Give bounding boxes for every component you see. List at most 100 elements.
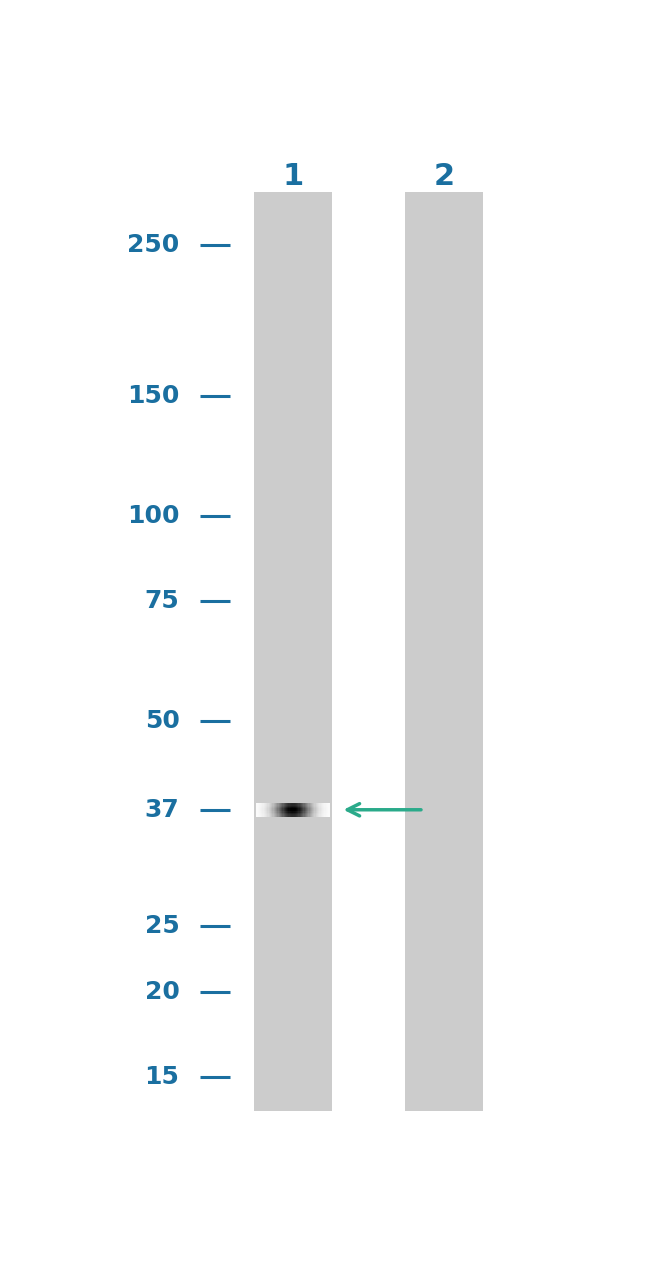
Bar [304, 809, 305, 810]
Bar [316, 804, 317, 806]
Bar [293, 810, 295, 812]
Bar [275, 815, 277, 817]
Bar [313, 813, 315, 814]
Bar [302, 805, 304, 808]
Bar [265, 815, 266, 817]
Bar [305, 806, 306, 809]
Bar [292, 812, 294, 813]
Bar [263, 814, 265, 815]
Bar [285, 806, 287, 809]
Bar [316, 815, 317, 817]
Bar [312, 805, 314, 808]
Bar [264, 812, 265, 813]
Bar [271, 813, 273, 814]
Bar [264, 815, 265, 817]
Bar [291, 805, 292, 808]
Bar [298, 805, 300, 808]
Bar [289, 809, 291, 810]
Bar [257, 803, 259, 805]
Bar [294, 812, 296, 813]
Bar [280, 814, 281, 815]
Text: 150: 150 [127, 385, 179, 408]
Bar [306, 804, 307, 806]
Bar [286, 812, 288, 813]
Bar [275, 813, 277, 814]
Bar [322, 805, 324, 808]
Text: 2: 2 [434, 163, 454, 192]
Bar [289, 810, 291, 812]
Bar [296, 812, 298, 813]
Bar [287, 806, 289, 809]
Bar [296, 810, 298, 812]
Bar [302, 806, 304, 809]
Bar [327, 814, 329, 815]
Bar [272, 814, 274, 815]
Bar [316, 814, 317, 815]
Bar [268, 806, 270, 809]
Bar [285, 813, 287, 814]
Bar [323, 812, 325, 813]
Bar [267, 812, 269, 813]
Bar [294, 810, 296, 812]
Bar [296, 813, 298, 814]
Bar [301, 814, 303, 815]
Bar [285, 804, 287, 806]
Bar [328, 805, 330, 808]
Bar [281, 809, 283, 810]
Bar [322, 812, 324, 813]
Bar [317, 813, 318, 814]
Bar [309, 803, 311, 805]
Bar [280, 813, 281, 814]
Bar [270, 814, 272, 815]
Bar [279, 815, 280, 817]
Bar [281, 804, 283, 806]
Bar [316, 805, 317, 808]
Bar [285, 805, 287, 808]
Bar [280, 804, 281, 806]
Bar [291, 813, 292, 814]
Bar [282, 813, 284, 814]
Bar [311, 809, 313, 810]
Bar [318, 813, 320, 814]
Bar [265, 806, 266, 809]
Bar [326, 810, 328, 812]
Bar [309, 815, 311, 817]
Bar [289, 803, 291, 805]
Bar [261, 809, 263, 810]
Bar [304, 815, 305, 817]
Bar [271, 810, 273, 812]
Bar [274, 809, 276, 810]
Bar [265, 804, 266, 806]
Bar [326, 809, 328, 810]
Bar [282, 812, 284, 813]
Bar [266, 815, 268, 817]
Bar [326, 812, 328, 813]
Bar [328, 810, 330, 812]
Bar [268, 815, 270, 817]
Bar [278, 813, 279, 814]
Bar [285, 814, 287, 815]
Bar [300, 812, 302, 813]
Bar [276, 810, 278, 812]
Bar [304, 803, 305, 805]
Bar [324, 812, 326, 813]
Bar [326, 805, 328, 808]
Bar [312, 804, 314, 806]
Bar [292, 814, 294, 815]
Bar [315, 806, 317, 809]
Bar [268, 803, 270, 805]
Bar [282, 810, 284, 812]
Bar [311, 813, 313, 814]
Bar [328, 815, 330, 817]
Bar [291, 809, 292, 810]
Bar [281, 812, 283, 813]
Bar [298, 803, 300, 805]
Bar [307, 813, 309, 814]
Bar [274, 814, 276, 815]
Bar [294, 814, 296, 815]
Bar [265, 814, 266, 815]
Bar [281, 813, 283, 814]
Bar [292, 815, 294, 817]
Bar [320, 810, 322, 812]
Bar [291, 810, 292, 812]
